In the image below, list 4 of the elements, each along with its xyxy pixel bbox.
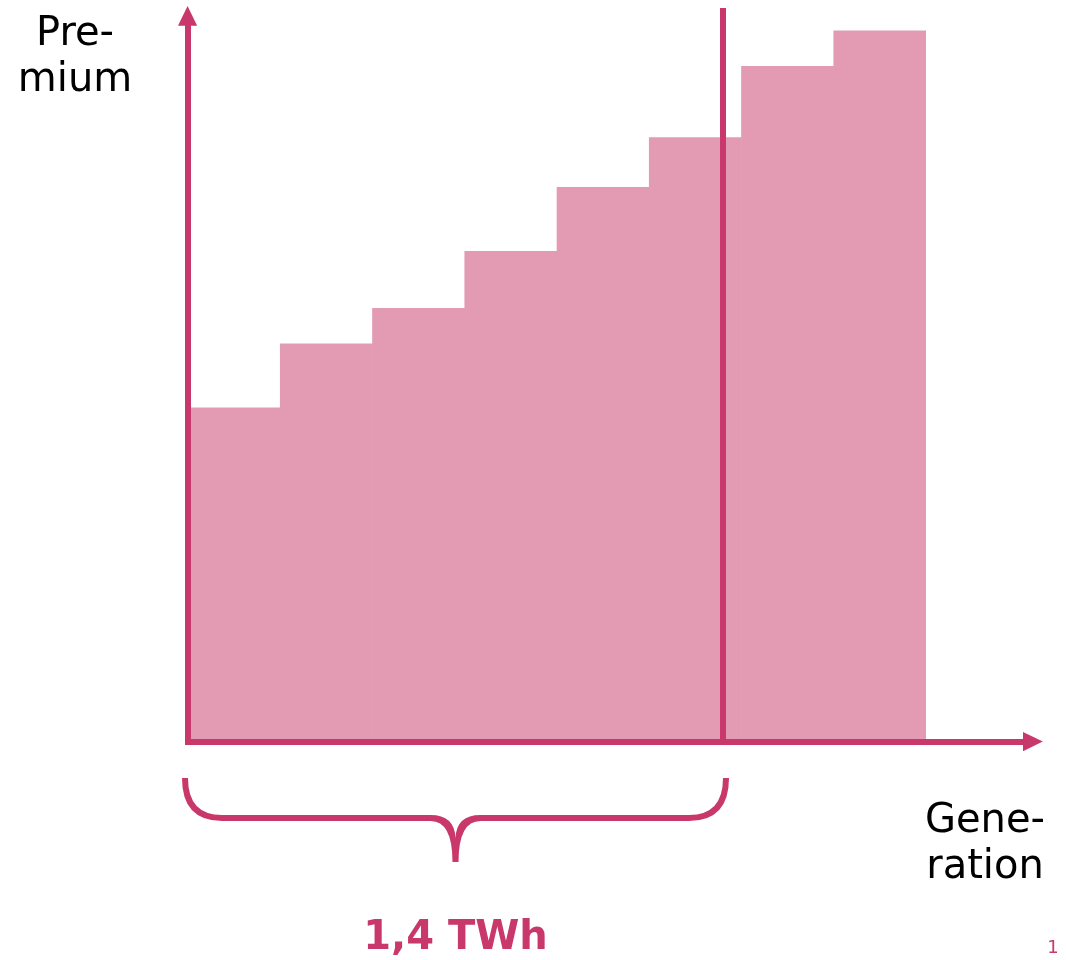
text: 1,4 TWh [363, 912, 548, 958]
x-axis-title: Gene- ration [924, 795, 1046, 887]
y-axis-title: Pre- mium [16, 8, 134, 100]
text: 1 [1046, 936, 1060, 958]
